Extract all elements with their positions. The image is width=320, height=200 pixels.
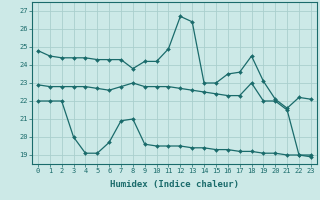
X-axis label: Humidex (Indice chaleur): Humidex (Indice chaleur) — [110, 180, 239, 189]
